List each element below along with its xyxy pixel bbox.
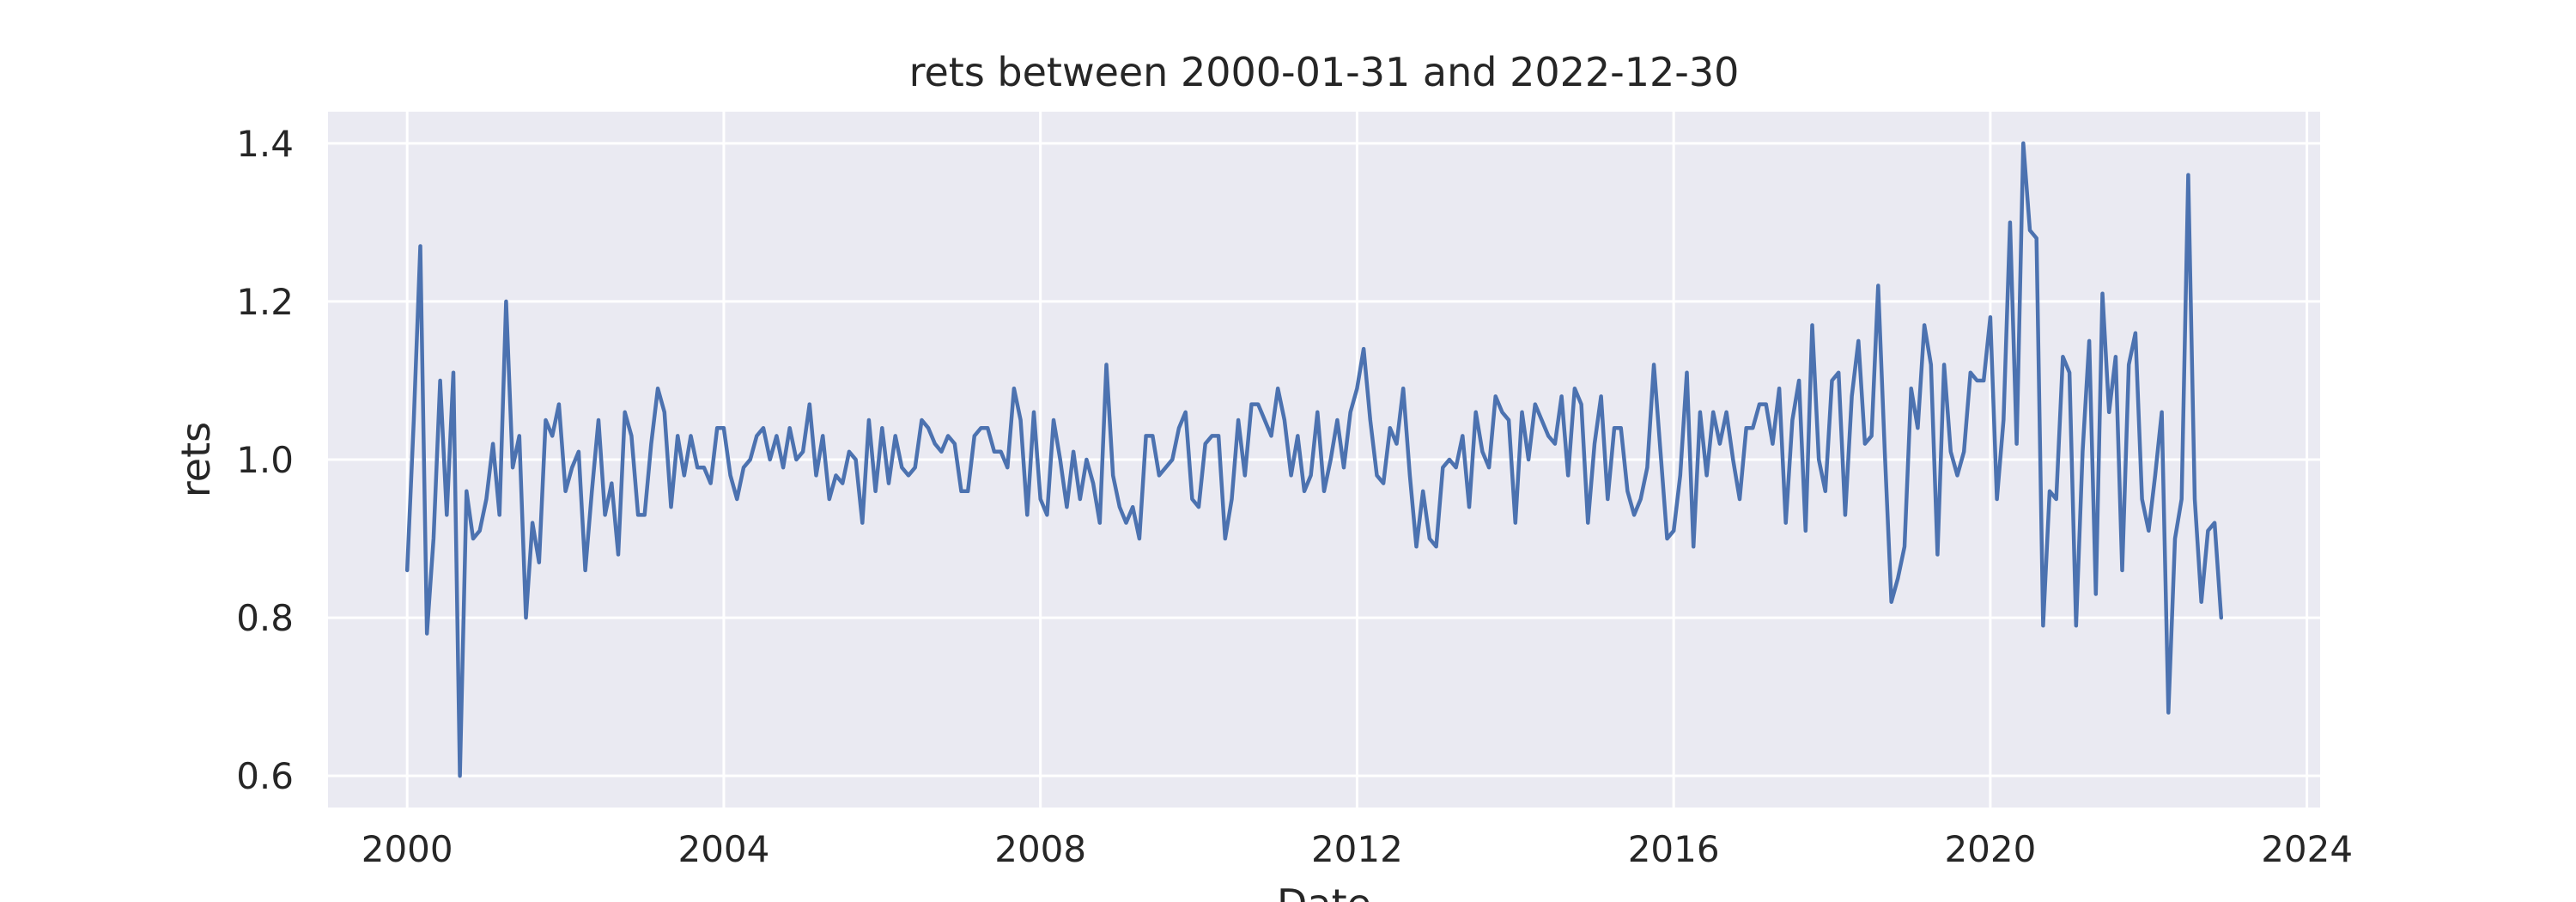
y-tick-label: 0.8 [236,597,294,639]
grid [328,112,2320,808]
y-axis-label: rets [173,422,219,497]
y-tick-label: 0.6 [236,755,294,797]
x-tick-label: 2004 [677,828,769,870]
x-axis-label: Date [1277,881,1371,902]
series-line [404,141,2224,778]
y-tick-label: 1.4 [236,123,294,165]
y-tick-label: 1.2 [236,281,294,323]
x-tick-label: 2000 [361,828,453,870]
x-tick-label: 2008 [994,828,1086,870]
x-tick-label: 2016 [1628,828,1720,870]
tick-labels: 2000 2004 2008 2012 2016 2020 2024 0.6 0.8 1.0 1.2… [236,123,2353,870]
x-tick-label: 2012 [1311,828,1403,870]
y-tick-label: 1.0 [236,439,294,481]
x-tick-label: 2020 [1944,828,2036,870]
data-layer [404,141,2224,778]
chart-title: rets between 2000-01-31 and 2022-12-30 [909,49,1740,95]
x-tick-label: 2024 [2261,828,2353,870]
